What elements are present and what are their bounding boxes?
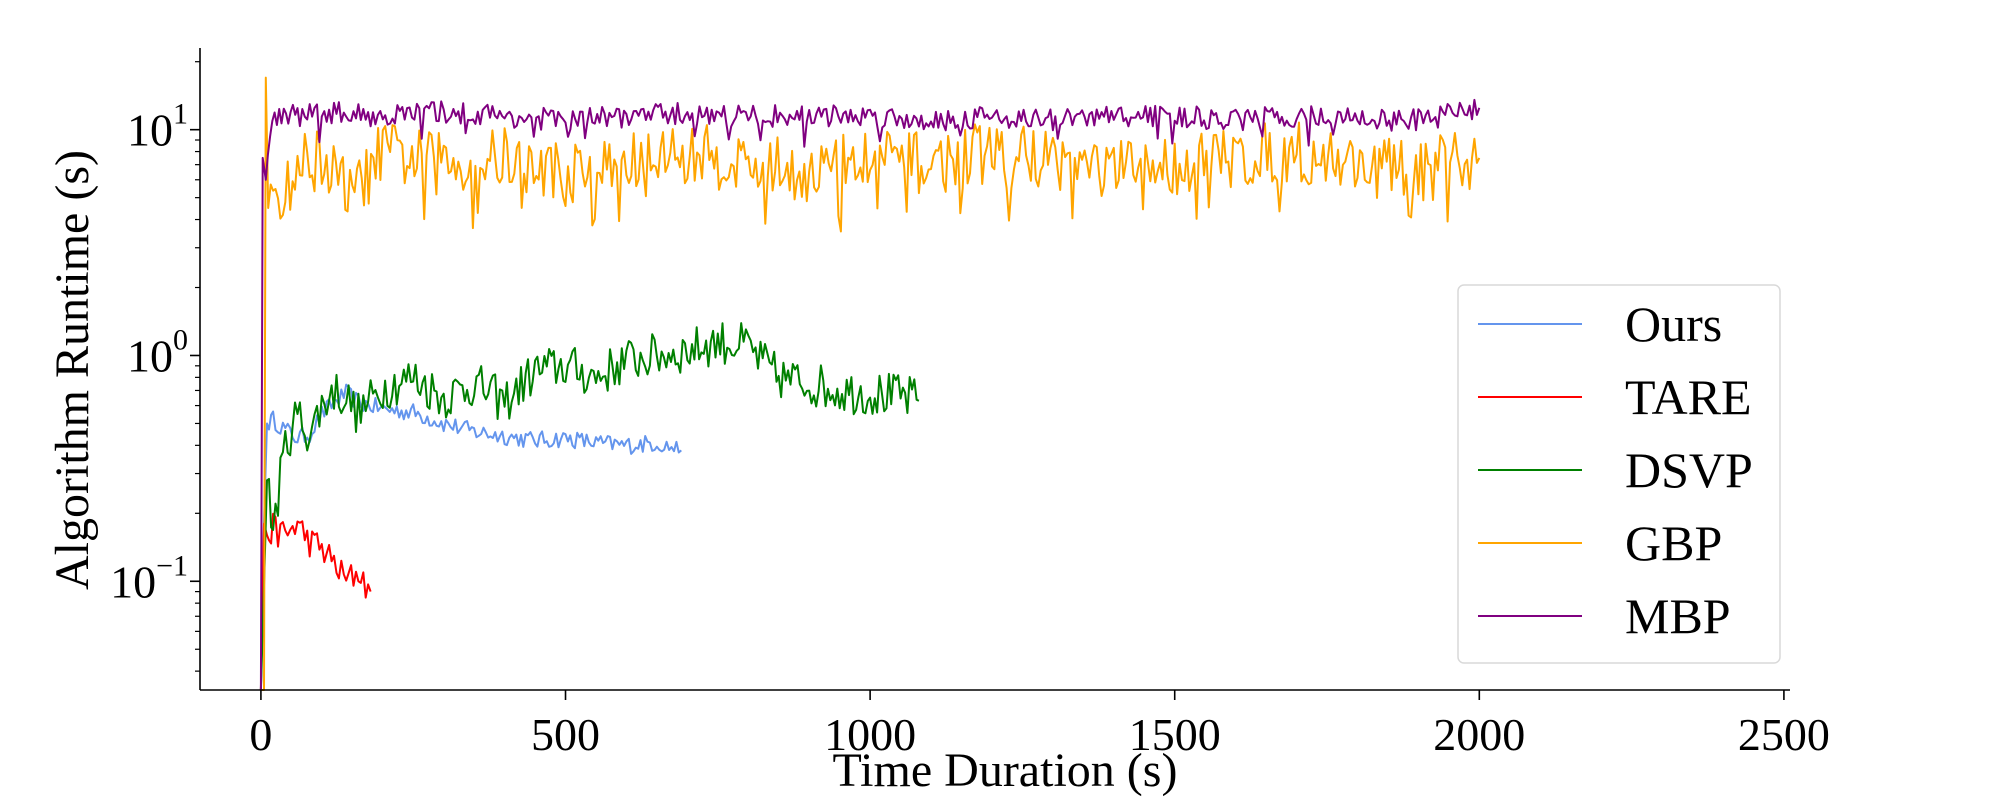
x-tick-label: 2500 — [1738, 709, 1830, 760]
legend-label-tare: TARE — [1625, 369, 1752, 425]
series-line-mbp — [259, 98, 1481, 691]
legend-label-ours: Ours — [1625, 296, 1722, 352]
x-tick-label: 1000 — [824, 709, 916, 760]
legend-label-gbp: GBP — [1625, 515, 1722, 571]
x-ticks: 0 500 1000 1500 2000 2500 — [249, 690, 1830, 760]
y-tick-label: 101 — [127, 98, 188, 156]
legend: Ours TARE DSVP GBP MBP — [1457, 284, 1781, 664]
legend-label-dsvp: DSVP — [1625, 442, 1753, 498]
y-tick-label: 10−1 — [110, 549, 188, 607]
series-line-tare — [259, 512, 372, 691]
plot-area: 0 500 1000 1500 2000 2500 10−1 100 101 — [110, 48, 1830, 760]
series-layer — [259, 76, 1481, 691]
y-tick-label: 100 — [127, 323, 188, 381]
x-tick-label: 0 — [249, 709, 272, 760]
y-axis-label: Algorithm Runtime (s) — [46, 150, 99, 590]
series-line-gbp — [260, 76, 1481, 691]
legend-items: Ours TARE DSVP GBP MBP — [1478, 296, 1753, 644]
legend-frame — [1457, 284, 1781, 664]
y-ticks: 10−1 100 101 — [110, 61, 200, 672]
series-line-ours — [259, 383, 682, 691]
series-line-dsvp — [259, 322, 920, 691]
x-tick-label: 2000 — [1433, 709, 1525, 760]
x-tick-label: 500 — [531, 709, 600, 760]
x-axis-label: Time Duration (s) — [833, 744, 1178, 797]
legend-label-mbp: MBP — [1625, 588, 1731, 644]
x-tick-label: 1500 — [1129, 709, 1221, 760]
